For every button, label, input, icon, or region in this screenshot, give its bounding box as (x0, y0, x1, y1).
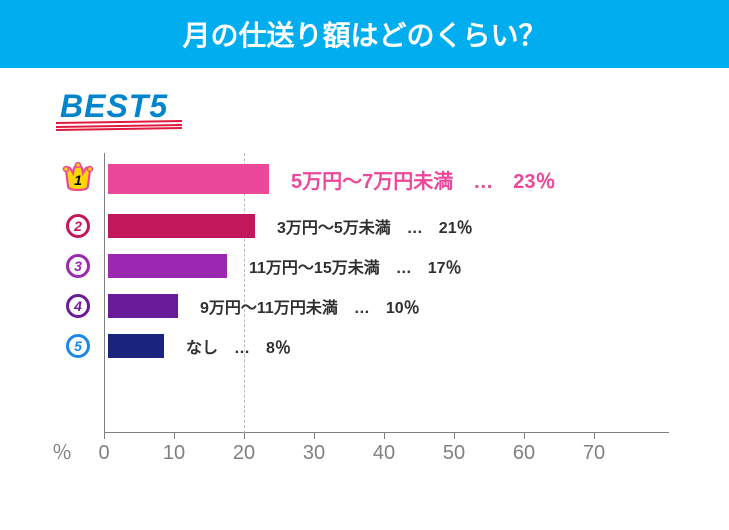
row-label: 5万円～7万円未満 … 23％ (291, 165, 556, 194)
tick-mark (104, 433, 105, 439)
chart-row: 5 なし … 8％ (60, 328, 689, 364)
best5-text: BEST5 (60, 88, 168, 124)
content-area: BEST5 1 5万円～7万円未満 … 23％23万円～5万未満 … 21％31… (0, 68, 729, 473)
title-banner: 月の仕送り額はどのくらい？ (0, 0, 729, 68)
row-label: 11万円～15万未満 … 17％ (249, 254, 462, 278)
rank-circle: 5 (66, 334, 90, 358)
tick-mark (524, 433, 525, 439)
rank-circle: 4 (66, 294, 90, 318)
rank-badge-5: 5 (60, 328, 96, 364)
bar (108, 214, 255, 238)
tick-mark (244, 433, 245, 439)
chart-row: 1 5万円～7万円未満 … 23％ (60, 161, 689, 197)
rank-circle: 3 (66, 254, 90, 278)
bar (108, 164, 269, 194)
bar (108, 254, 227, 278)
tick-label: 20 (233, 442, 255, 465)
rank-badge-2: 2 (60, 208, 96, 244)
pct-label: ％ (52, 436, 72, 465)
row-label: 9万円～11万円未満 … 10％ (200, 294, 420, 318)
chart-row: 2 3万円～5万未満 … 21％ (60, 208, 689, 244)
tick-label: 30 (303, 442, 325, 465)
tick-mark (384, 433, 385, 439)
row-label: 3万円～5万未満 … 21％ (277, 214, 473, 238)
rank-circle: 2 (66, 214, 90, 238)
chart-area: 1 5万円～7万円未満 … 23％ 2 3万円～5万未満 … 21％ 3 11万円～15… (60, 153, 689, 473)
chart-row: 4 9万円～11万円未満 … 10％ (60, 288, 689, 324)
tick-mark (454, 433, 455, 439)
tick-label: 50 (443, 442, 465, 465)
tick-mark (594, 433, 595, 439)
rank-badge-3: 3 (60, 248, 96, 284)
rank-badge-4: 4 (60, 288, 96, 324)
tick-mark (174, 433, 175, 439)
tick-label: 40 (373, 442, 395, 465)
tick-mark (314, 433, 315, 439)
best5-heading: BEST5 (60, 88, 168, 125)
tick-label: 0 (98, 442, 109, 465)
page-title: 月の仕送り額はどのくらい？ (182, 14, 546, 54)
bar (108, 294, 178, 318)
svg-text:1: 1 (74, 172, 82, 188)
tick-label: 10 (163, 442, 185, 465)
chart-row: 3 11万円～15万未満 … 17％ (60, 248, 689, 284)
tick-label: 70 (583, 442, 605, 465)
row-label: なし … 8％ (186, 334, 291, 358)
x-axis (104, 432, 669, 433)
bar (108, 334, 164, 358)
rank-badge-1: 1 (60, 161, 96, 197)
tick-label: 60 (513, 442, 535, 465)
